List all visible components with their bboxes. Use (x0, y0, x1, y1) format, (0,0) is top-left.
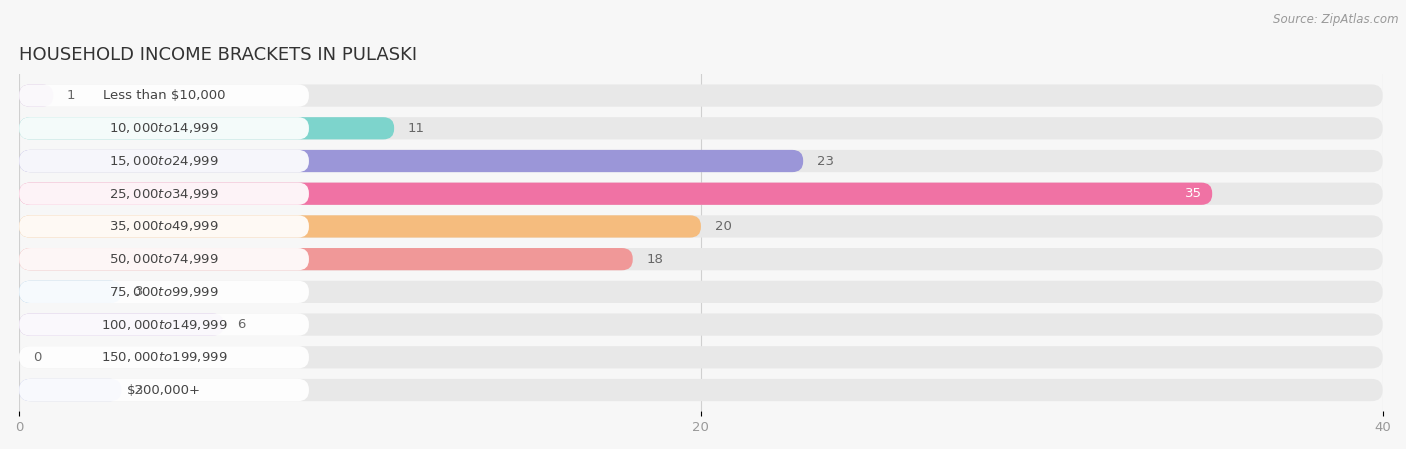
FancyBboxPatch shape (20, 150, 309, 172)
FancyBboxPatch shape (20, 346, 309, 369)
Text: $50,000 to $74,999: $50,000 to $74,999 (110, 252, 219, 266)
FancyBboxPatch shape (20, 117, 1382, 140)
FancyBboxPatch shape (20, 379, 1382, 401)
FancyBboxPatch shape (20, 84, 309, 107)
FancyBboxPatch shape (20, 216, 1382, 238)
FancyBboxPatch shape (20, 216, 702, 238)
FancyBboxPatch shape (20, 183, 309, 205)
Text: 6: 6 (238, 318, 246, 331)
Text: Source: ZipAtlas.com: Source: ZipAtlas.com (1274, 13, 1399, 26)
Text: $35,000 to $49,999: $35,000 to $49,999 (110, 220, 219, 233)
FancyBboxPatch shape (20, 313, 1382, 336)
FancyBboxPatch shape (20, 281, 121, 303)
FancyBboxPatch shape (20, 248, 633, 270)
Text: 18: 18 (647, 253, 664, 266)
FancyBboxPatch shape (20, 346, 1382, 369)
FancyBboxPatch shape (20, 183, 1382, 205)
Text: 20: 20 (714, 220, 731, 233)
Text: $100,000 to $149,999: $100,000 to $149,999 (101, 317, 228, 331)
Text: 11: 11 (408, 122, 425, 135)
FancyBboxPatch shape (20, 379, 121, 401)
FancyBboxPatch shape (20, 281, 1382, 303)
Text: $150,000 to $199,999: $150,000 to $199,999 (101, 350, 228, 364)
FancyBboxPatch shape (20, 248, 309, 270)
Text: 23: 23 (817, 154, 834, 167)
FancyBboxPatch shape (20, 117, 309, 140)
FancyBboxPatch shape (20, 216, 309, 238)
FancyBboxPatch shape (20, 183, 1212, 205)
FancyBboxPatch shape (20, 84, 53, 107)
FancyBboxPatch shape (20, 150, 1382, 172)
FancyBboxPatch shape (20, 313, 309, 336)
FancyBboxPatch shape (20, 313, 224, 336)
Text: $200,000+: $200,000+ (127, 383, 201, 396)
Text: HOUSEHOLD INCOME BRACKETS IN PULASKI: HOUSEHOLD INCOME BRACKETS IN PULASKI (20, 46, 418, 64)
FancyBboxPatch shape (20, 117, 394, 140)
Text: $10,000 to $14,999: $10,000 to $14,999 (110, 121, 219, 135)
FancyBboxPatch shape (20, 248, 1382, 270)
Text: 3: 3 (135, 286, 143, 299)
Text: 0: 0 (32, 351, 41, 364)
Text: $75,000 to $99,999: $75,000 to $99,999 (110, 285, 219, 299)
Text: 3: 3 (135, 383, 143, 396)
Text: $15,000 to $24,999: $15,000 to $24,999 (110, 154, 219, 168)
FancyBboxPatch shape (20, 84, 1382, 107)
Text: 1: 1 (67, 89, 76, 102)
Text: 35: 35 (1185, 187, 1202, 200)
FancyBboxPatch shape (20, 379, 309, 401)
Text: Less than $10,000: Less than $10,000 (103, 89, 225, 102)
Text: $25,000 to $34,999: $25,000 to $34,999 (110, 187, 219, 201)
FancyBboxPatch shape (20, 150, 803, 172)
FancyBboxPatch shape (20, 281, 309, 303)
